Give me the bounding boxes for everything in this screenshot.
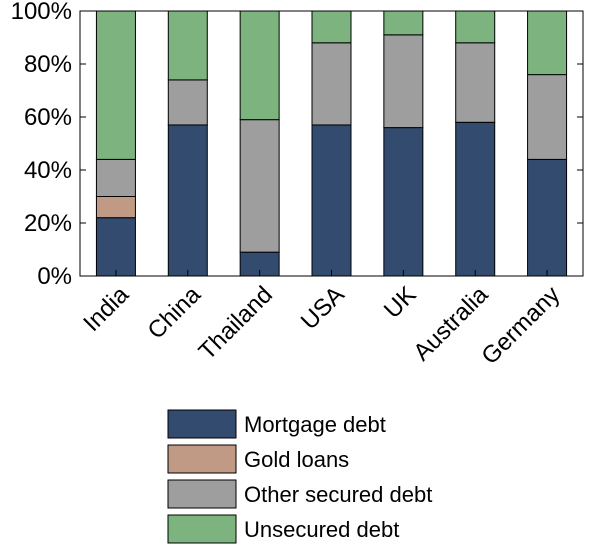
bar-usa-series-3 (311, 10, 352, 44)
bar-china-series-2 (167, 79, 208, 126)
legend-label-2: Other secured debt (244, 482, 432, 507)
bar-australia-series-3 (455, 10, 496, 44)
bar-uk-series-2 (383, 34, 424, 129)
legend: Mortgage debt Gold loans Other secured deb… (167, 409, 432, 544)
bar-uk-series-3 (383, 10, 424, 36)
bar-india-series-2 (95, 158, 136, 197)
bar-india-series-0 (95, 217, 136, 277)
bar-usa-series-0 (311, 124, 352, 277)
bar-thailand-series-2 (239, 119, 280, 253)
x-tick-label-uk: UK (379, 281, 422, 324)
x-tick-label-usa: USA (296, 281, 350, 335)
x-tick-label-india: India (78, 281, 134, 337)
bar-germany-series-3 (527, 10, 568, 76)
y-axis: 0% 20% 40% 60% 80% 100% (11, 0, 583, 290)
bar-germany-series-2 (527, 74, 568, 160)
x-tick-label-thailand: Thailand (194, 281, 278, 365)
bar-australia-series-0 (455, 121, 496, 277)
y-tick-label: 100% (11, 0, 72, 25)
y-tick-label: 60% (24, 104, 72, 131)
bar-australia-series-2 (455, 42, 496, 123)
legend-swatch-2 (167, 479, 237, 509)
legend-swatch-0 (167, 409, 237, 439)
y-tick-label: 20% (24, 210, 72, 237)
bar-china-series-0 (167, 124, 208, 277)
y-tick-label: 80% (24, 51, 72, 78)
bar-china-series-3 (167, 10, 208, 81)
bars-group (95, 10, 568, 277)
legend-label-0: Mortgage debt (244, 412, 386, 437)
y-tick-label: 0% (37, 263, 72, 290)
legend-label-1: Gold loans (244, 447, 349, 472)
bar-india-series-3 (95, 10, 136, 160)
legend-label-3: Unsecured debt (244, 517, 399, 542)
bar-uk-series-0 (383, 127, 424, 277)
legend-swatch-1 (167, 444, 237, 474)
y-tick-label: 40% (24, 157, 72, 184)
bar-germany-series-0 (527, 158, 568, 277)
bar-usa-series-2 (311, 42, 352, 126)
bar-india-series-1 (95, 196, 136, 219)
x-tick-label-china: China (143, 281, 207, 345)
bar-thailand-series-3 (239, 10, 280, 121)
x-tick-label-germany: Germany (476, 281, 565, 370)
legend-swatch-3 (167, 514, 237, 544)
